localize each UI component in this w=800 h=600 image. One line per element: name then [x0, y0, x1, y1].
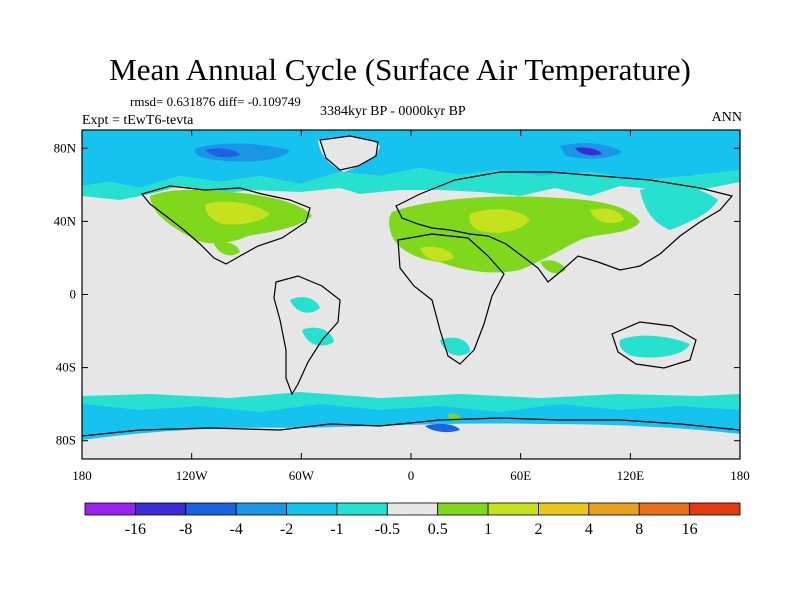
lon-tick-label: 120W	[176, 468, 209, 483]
legend-label: -16	[125, 521, 146, 538]
arctic-strong-patch	[205, 148, 240, 158]
australia-cool	[619, 335, 690, 358]
lon-tick-label: 180	[72, 468, 92, 483]
north-america-warm	[205, 201, 270, 225]
legend-label: 2	[534, 521, 542, 538]
amazon-cool	[290, 297, 320, 313]
legend-label: -0.5	[375, 521, 400, 538]
map-title: Mean Annual Cycle (Surface Air Temperatu…	[109, 52, 691, 87]
coastline-australia	[611, 321, 697, 369]
lon-tick-label: 60E	[510, 468, 531, 483]
eurasia-warm-light	[389, 196, 640, 273]
coastline-eurasia	[395, 171, 734, 283]
antarctica-neutral	[82, 423, 740, 459]
arctic-light-band	[82, 168, 740, 200]
south-america-cool	[302, 327, 334, 346]
legend-label: 4	[585, 521, 593, 538]
sahara-warm	[420, 246, 454, 262]
lat-tick-label: 80S	[56, 433, 76, 448]
lon-tick-label: 120E	[617, 468, 645, 483]
lat-tick-label: 80N	[54, 140, 77, 155]
coastlines	[82, 135, 740, 437]
season-label: ANN	[711, 110, 742, 125]
legend-swatch	[538, 502, 590, 516]
time-period-label: 3384kyr BP - 0000kyr BP	[320, 104, 466, 119]
coastline-greenland	[319, 135, 379, 171]
legend-label: -1	[330, 521, 343, 538]
anomaly-field	[82, 130, 740, 459]
legend-label: 16	[682, 521, 698, 538]
legend-label: 0.5	[428, 521, 448, 538]
india-warm-light	[540, 260, 566, 274]
greenland-neutral	[318, 136, 380, 172]
legend-swatch	[134, 502, 187, 516]
legend-label: -8	[179, 521, 192, 538]
lon-tick-label: 0	[408, 468, 415, 483]
coastline-south-america	[273, 275, 341, 396]
legend-swatch	[386, 502, 439, 516]
legend-swatch	[588, 502, 640, 516]
experiment-label: Expt = tEwT6-tevta	[82, 113, 194, 128]
legend-label: 8	[635, 521, 643, 538]
lat-tick-label: 0	[70, 287, 77, 302]
legend-label: -4	[229, 521, 242, 538]
legend-swatch	[185, 502, 237, 516]
siberia-deep-patch	[575, 147, 602, 156]
antarctica-strong-patch	[425, 423, 460, 433]
africa-south-cool	[440, 337, 470, 356]
legend-label: -2	[280, 521, 293, 538]
legend-label: 1	[484, 521, 492, 538]
lat-tick-label: 40N	[54, 213, 77, 228]
coastline-africa	[397, 233, 505, 365]
legend-swatch	[638, 502, 691, 516]
central-asia-warm	[590, 208, 624, 224]
legend-swatch	[235, 502, 287, 516]
legend-swatch	[437, 502, 489, 516]
legend-swatch	[689, 502, 741, 516]
arabia-warm	[469, 209, 530, 233]
legend-swatch	[487, 502, 539, 516]
axis-ticks: 80N 40N 0 40S 80S 180 120W 60W 0 60E 120E 180	[54, 130, 750, 483]
arctic-cool-patch	[194, 143, 290, 162]
rmsd-diff-stats: rmsd= 0.631876 diff= -0.109749	[130, 94, 301, 109]
legend-swatch	[286, 502, 338, 516]
color-legend: -16 -8 -4 -2 -1 -0.5 0.5 1 2 4 8 16	[84, 502, 741, 538]
lon-tick-label: 180	[730, 468, 750, 483]
legend-swatch	[336, 502, 388, 516]
lon-tick-label: 60W	[289, 468, 315, 483]
lat-tick-label: 40S	[56, 360, 76, 375]
mexico-warm-light	[214, 242, 240, 256]
east-asia-cool	[640, 185, 718, 230]
coastline-antarctica	[82, 417, 740, 437]
coastline-north-america	[140, 185, 311, 265]
legend-swatch	[84, 502, 136, 516]
